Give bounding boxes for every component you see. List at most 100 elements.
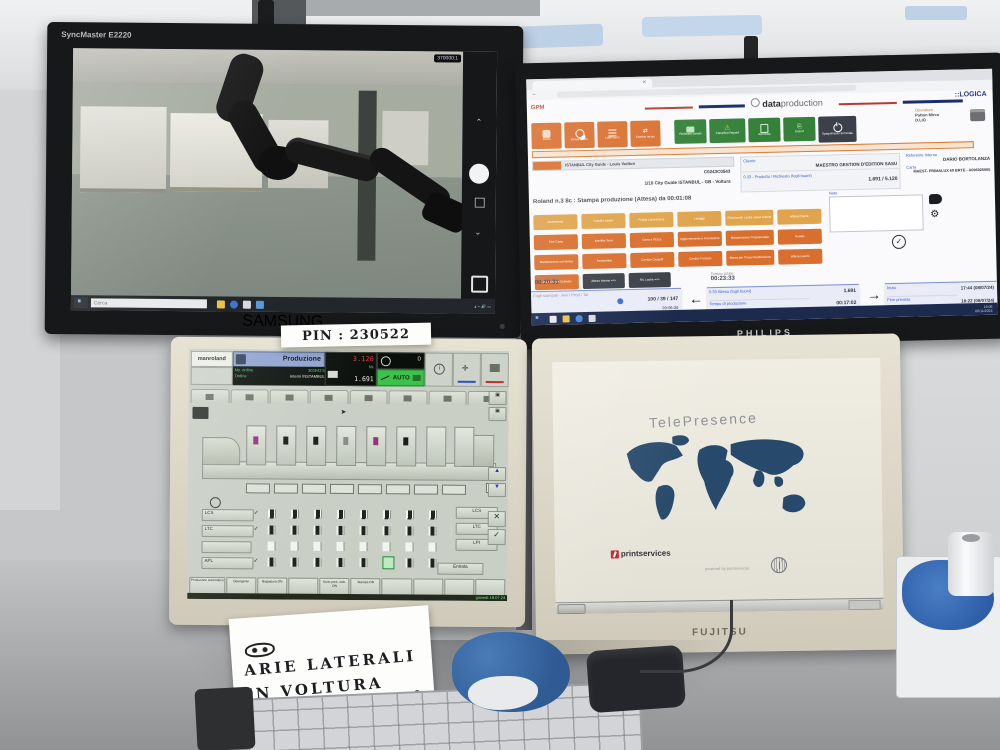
stop-button[interactable]: Interflex Torre [581,233,627,250]
press-unit[interactable] [336,425,357,467]
toolbar-button-avvisi[interactable]: Avvisi [531,122,562,150]
console-tab[interactable] [428,390,468,405]
scroll-up-button[interactable]: ▲ [488,466,507,482]
confirm-check-icon[interactable]: ✓ [891,234,907,250]
taskbar-icons[interactable] [549,314,596,323]
highlight-cell[interactable] [382,556,395,570]
tempo-produzione-label: Tempo di produzione [709,297,810,307]
stop-button[interactable]: Attesa per Prova Pianificazione [726,249,775,266]
stop-button[interactable]: Lavaggi [677,210,722,227]
info-box-3[interactable] [480,352,509,388]
screen-title: Produzione [282,355,321,363]
shutter-button[interactable] [468,163,490,184]
toolbar-button-classifica[interactable]: ⚠ Classifica Reparti [709,118,746,144]
unit-status-box[interactable] [273,483,298,494]
unit-status-box[interactable] [301,483,326,494]
toolbar-button-export[interactable]: ⎘ Export [783,116,816,142]
stop-button[interactable]: Attesa Interna ==> [582,273,625,290]
info-box-2[interactable]: ✛ [452,352,481,387]
gear-icon[interactable]: ⚙ [930,208,940,221]
unit-status-box[interactable] [329,483,354,495]
refresh-icon[interactable] [617,298,624,305]
arrow-right-icon[interactable]: → [866,286,882,303]
checkbox-row[interactable] [267,509,452,520]
stop-button[interactable]: Attesa Lavoro [778,248,823,265]
press-unit[interactable] [366,426,387,467]
stop-button[interactable]: Manutenzione non ferma [534,254,579,271]
taskbar-app-icons[interactable] [216,299,264,309]
stop-button[interactable]: Guasto [777,228,822,245]
press-unit[interactable] [454,426,475,467]
cancel-button[interactable]: ✕ [487,510,506,528]
press-unit[interactable] [426,426,447,467]
hand-icon[interactable] [928,193,943,205]
console-tab[interactable] [349,390,388,405]
checkbox-row[interactable] [267,525,452,536]
left-label-apl[interactable]: APL [201,556,254,570]
stop-button[interactable]: Pulizia Lavorazione [629,212,674,229]
toolbar-button-richiesta-carrelli[interactable]: Richiesta carrelli [674,119,707,144]
taskbar-search-input[interactable] [90,298,207,309]
chevron-down-icon[interactable]: ⌄ [474,227,482,237]
stop-button[interactable]: Carta e Pezze [629,232,675,249]
ok-button[interactable]: ✓ [487,528,506,546]
scroll-down-button[interactable]: ▼ [487,482,506,498]
stop-button[interactable]: Manutenzione Programmata [725,229,774,246]
console-tab[interactable] [190,388,230,404]
unit-status-box[interactable] [245,483,270,494]
left-label-lcs[interactable]: LCS [201,508,254,522]
power-led[interactable] [499,323,505,329]
unit-status-box[interactable] [357,484,382,495]
start-button[interactable] [73,297,88,309]
unit-status-box[interactable] [441,484,466,495]
stop-button[interactable]: Rifacimento Lastre causa Cliente [725,209,774,226]
left-label-ltc[interactable]: LTC [201,524,254,538]
toolbar-button-lista[interactable]: Lista lavori [597,121,628,148]
stop-button[interactable]: Fine Carta [533,234,579,251]
checkbox-row[interactable] [267,557,452,568]
entrata-button[interactable]: Entrata [437,562,484,575]
windows-icon[interactable] [536,316,542,322]
press-unit[interactable] [276,425,297,466]
small-press-icon[interactable] [192,406,209,420]
stop-button[interactable]: Cambio Cassetti [630,252,675,269]
toolbar-button-richieste[interactable]: Richieste [748,117,781,143]
info-box-1[interactable]: i [424,352,453,387]
console-tab[interactable] [230,389,269,404]
press-unit[interactable] [306,425,327,466]
tab-close-icon[interactable]: ✕ [642,79,647,86]
toolbar-button-spegnimento[interactable]: Spegnimento terminale [818,115,857,143]
unit-status-box[interactable] [385,484,410,495]
press-unit[interactable] [396,426,417,467]
taskbar-tray[interactable]: ▴ ⌁ 🔊 ▭ [474,303,491,309]
stop-button[interactable]: Avviamento [533,214,578,231]
arrow-left-icon[interactable]: ← [689,290,704,307]
stop-button[interactable]: Assemblea [582,253,627,270]
grid-icon[interactable] [474,197,485,208]
checkbox-row[interactable] [267,541,452,552]
console-tab[interactable] [388,390,428,405]
press-unit[interactable] [246,425,267,466]
toolbar-button-cambio[interactable]: ⇄ Cambio lavoro [630,120,661,147]
auto-indicator[interactable]: AUTO [376,369,425,387]
left-label-blank1[interactable] [201,540,252,554]
bookmark-chips[interactable] [567,96,747,100]
stop-button[interactable]: Cambio Formato [678,250,723,267]
chevron-up-icon[interactable]: ⌃ [475,117,483,127]
page-down-button[interactable]: ▣ [488,406,507,422]
stop-icon[interactable] [471,275,489,293]
toolbar-button-cerca[interactable]: Cerca lavoro [564,121,595,149]
printer-icon[interactable] [969,108,986,122]
start-button[interactable] [557,603,586,614]
note-box[interactable] [828,194,924,233]
console-tab[interactable] [309,389,349,404]
stop-button[interactable]: Aggiornamento e Formazione [677,230,723,247]
stop-button[interactable]: Rit. Lastre ==> [628,272,671,289]
stop-button[interactable]: Cambio Lastre [581,213,626,230]
tab-icon [205,393,214,400]
back-icon[interactable]: ← [531,91,538,98]
page-up-button[interactable]: ▣ [488,390,507,406]
stop-button[interactable]: Attesa Cliente [777,208,822,225]
unit-status-box[interactable] [413,484,438,495]
console-tab[interactable] [269,389,309,404]
